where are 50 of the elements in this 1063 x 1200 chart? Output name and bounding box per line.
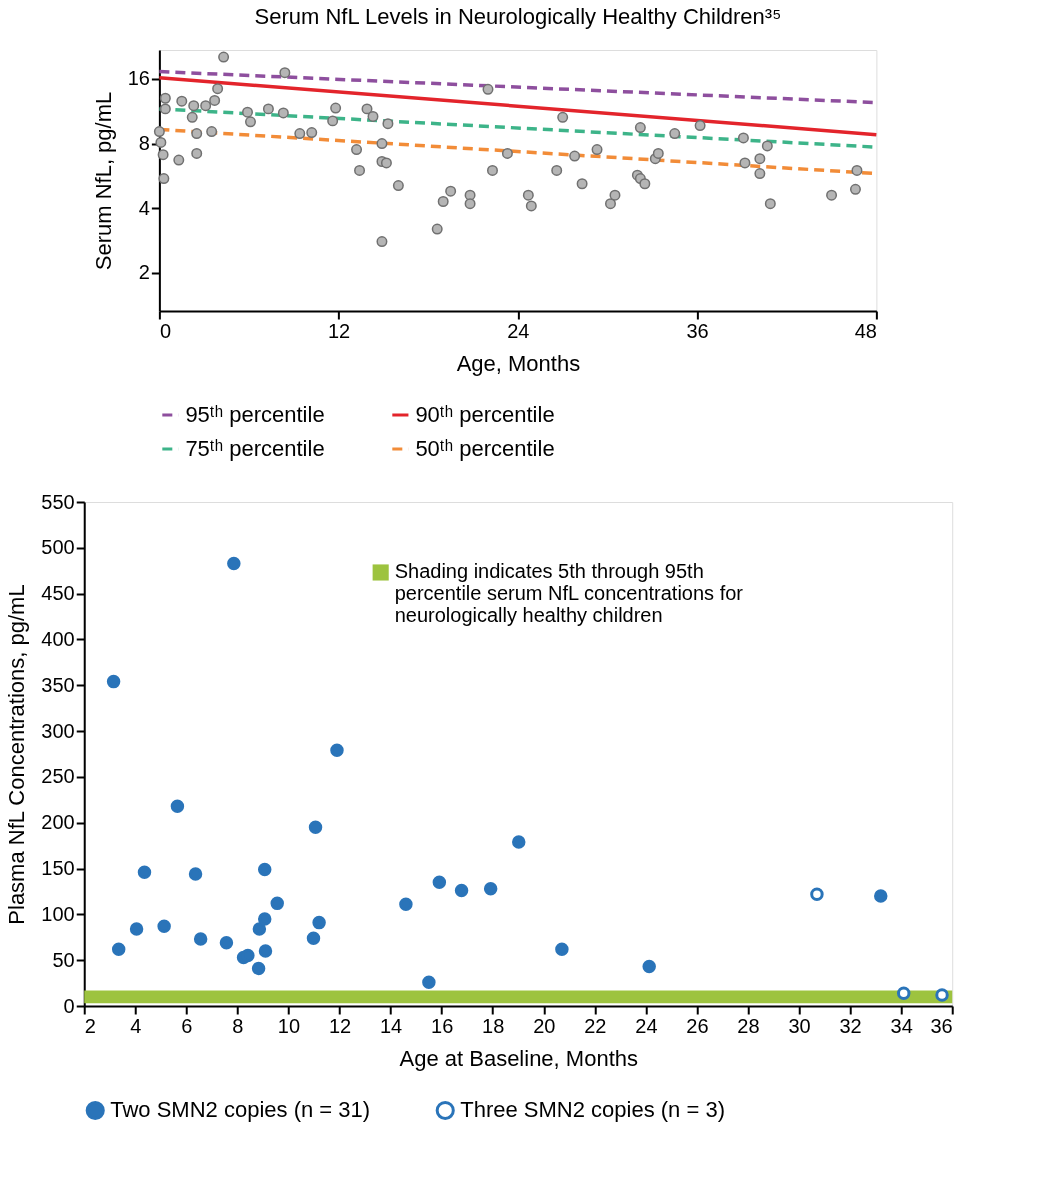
legend-label: Three SMN2 copies (n = 3) (460, 1097, 725, 1123)
legend-label: 95ᵗʰ percentile (185, 402, 325, 427)
x-tick-label: 16 (431, 1014, 454, 1037)
legend-label: Two SMN2 copies (n = 31) (110, 1097, 371, 1123)
y-tick-label: 400 (41, 627, 75, 650)
y-tick-label: 2 (138, 261, 150, 284)
legend-label: 90ᵗʰ percentile (415, 402, 555, 427)
x-tick-label: 30 (788, 1014, 811, 1037)
x-tick-label: 28 (737, 1014, 760, 1037)
y-tick-label: 550 (41, 490, 75, 513)
y-tick-label: 50 (52, 948, 75, 971)
chart-title: Serum NfL Levels in Neurologically Healthy Children³⁵ (254, 4, 782, 30)
x-tick-label: 26 (686, 1014, 709, 1037)
x-tick-label: 8 (232, 1014, 244, 1037)
x-tick-label: 20 (533, 1014, 556, 1037)
x-axis-title: Age, Months (456, 350, 581, 376)
x-tick-label: 14 (379, 1014, 403, 1037)
x-tick-label: 0 (159, 319, 171, 342)
x-tick-label: 18 (482, 1014, 505, 1037)
x-tick-label: 34 (890, 1014, 913, 1037)
x-tick-label: 36 (930, 1014, 953, 1037)
x-tick-label: 48 (854, 319, 877, 342)
y-tick-label: 16 (127, 67, 150, 90)
y-tick-label: 250 (41, 765, 75, 788)
x-tick-label: 10 (277, 1014, 301, 1037)
x-tick-label: 32 (839, 1014, 862, 1037)
legend-label: 50ᵗʰ percentile (415, 436, 555, 461)
x-tick-label: 2 (84, 1014, 96, 1037)
y-tick-label: 4 (138, 196, 150, 219)
y-tick-label: 350 (41, 673, 75, 696)
x-axis-title: Age at Baseline, Months (399, 1045, 638, 1071)
x-tick-label: 24 (635, 1014, 658, 1037)
y-tick-label: 200 (41, 811, 75, 834)
y-tick-label: 300 (41, 719, 75, 742)
x-tick-label: 12 (328, 1014, 352, 1037)
y-tick-label: 500 (41, 536, 75, 559)
y-axis-title: Serum NfL, pg/mL (90, 91, 116, 271)
y-axis-title: Plasma NfL Concentrations, pg/mL (4, 584, 30, 925)
x-tick-label: 12 (328, 319, 351, 342)
y-tick-label: 0 (63, 994, 75, 1017)
x-tick-label: 22 (584, 1014, 607, 1037)
legend-label: 75ᵗʰ percentile (185, 436, 325, 461)
legend-label: Shading indicates 5th through 95th percentile serum NfL concentrations for neurologically healthy children (394, 560, 744, 627)
x-tick-label: 24 (507, 319, 530, 342)
y-tick-label: 8 (138, 132, 150, 155)
y-tick-label: 100 (41, 902, 75, 925)
x-tick-label: 6 (181, 1014, 193, 1037)
y-tick-label: 150 (41, 857, 75, 880)
x-tick-label: 36 (686, 319, 709, 342)
y-tick-label: 450 (41, 582, 75, 605)
